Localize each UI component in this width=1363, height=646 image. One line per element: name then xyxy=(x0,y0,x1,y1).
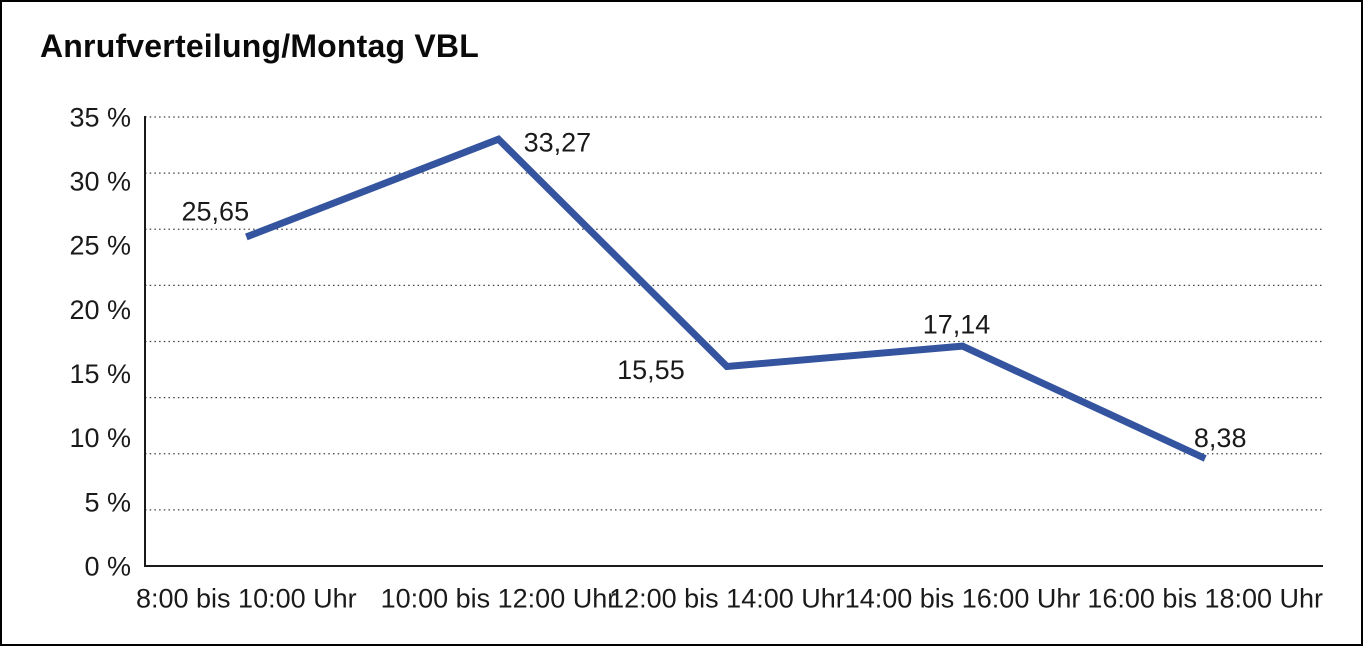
data-value-label: 17,14 xyxy=(923,310,991,340)
x-category-label: 14:00 bis 16:00 Uhr xyxy=(845,583,1081,613)
y-tick-label: 10 % xyxy=(69,423,131,453)
y-tick-label: 35 % xyxy=(69,102,131,132)
data-value-label: 15,55 xyxy=(617,355,685,385)
x-category-label: 10:00 bis 12:00 Uhr xyxy=(381,583,617,613)
y-tick-label: 25 % xyxy=(69,231,131,261)
x-category-label: 8:00 bis 10:00 Uhr xyxy=(136,583,357,613)
y-tick-label: 5 % xyxy=(84,487,131,517)
data-value-label: 8,38 xyxy=(1194,423,1247,453)
y-tick-label: 30 % xyxy=(69,167,131,197)
y-tick-label: 20 % xyxy=(69,295,131,325)
chart-title: Anrufverteilung/Montag VBL xyxy=(40,28,479,64)
y-tick-label: 15 % xyxy=(69,359,131,389)
data-value-label: 33,27 xyxy=(524,128,592,158)
y-tick-label: 0 % xyxy=(84,551,131,581)
data-value-label: 25,65 xyxy=(182,196,250,226)
data-series-line xyxy=(245,135,1207,462)
x-category-label: 16:00 bis 18:00 Uhr xyxy=(1087,583,1323,613)
x-category-label: 12:00 bis 14:00 Uhr xyxy=(609,583,845,613)
